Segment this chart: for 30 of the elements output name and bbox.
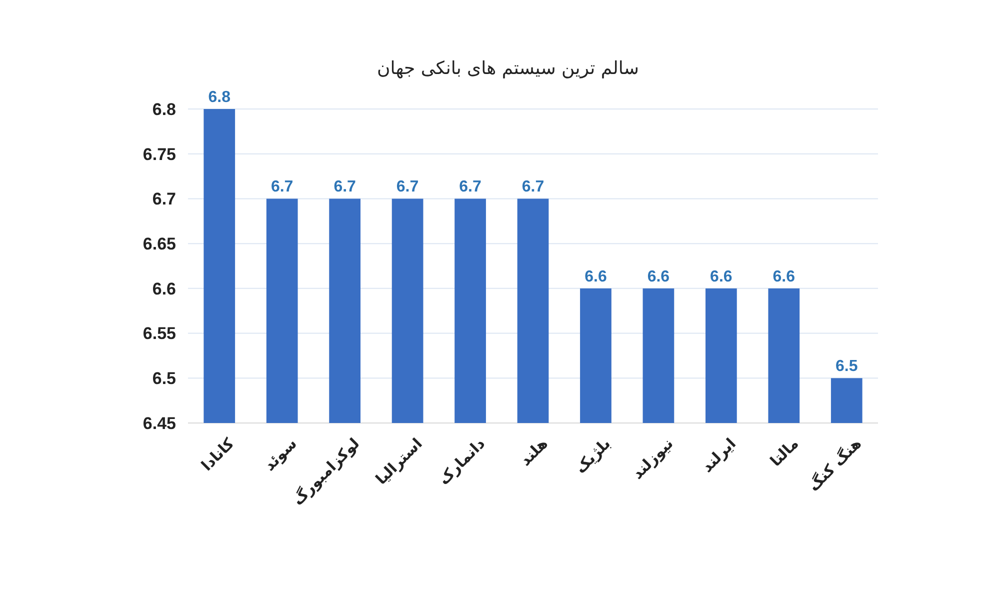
x-tick-label: کانادا bbox=[198, 434, 238, 474]
y-tick-label: 6.75 bbox=[142, 144, 176, 164]
data-label: 6.6 bbox=[584, 268, 607, 286]
x-tick-label: استرالیا bbox=[372, 434, 426, 488]
data-label: 6.7 bbox=[522, 178, 544, 196]
y-tick-label: 6.7 bbox=[152, 190, 176, 209]
y-tick-label: 6.6 bbox=[152, 279, 176, 298]
x-tick-label: هنگ کنگ bbox=[804, 434, 865, 495]
data-label: 6.7 bbox=[396, 178, 419, 196]
y-tick-label: 6.5 bbox=[152, 369, 176, 388]
chart-title: سالم ترین سیستم های بانکی جهان bbox=[377, 58, 639, 79]
data-label: 6.6 bbox=[647, 268, 670, 286]
x-tick-label: هلند bbox=[516, 434, 552, 470]
data-label: 6.7 bbox=[459, 178, 482, 196]
y-tick-label: 6.8 bbox=[152, 100, 176, 119]
x-tick-label: سوئد bbox=[260, 434, 300, 474]
data-label: 6.6 bbox=[710, 268, 732, 286]
x-tick-label: دانمارک bbox=[434, 434, 489, 488]
x-tick-label: مالتا bbox=[766, 434, 802, 470]
data-label: 6.7 bbox=[334, 178, 356, 196]
y-tick-label: 6.65 bbox=[142, 234, 176, 254]
data-label: 6.8 bbox=[208, 89, 231, 106]
y-tick-label: 6.55 bbox=[142, 324, 176, 344]
y-tick-label: 6.45 bbox=[142, 414, 176, 433]
data-label: 6.5 bbox=[836, 358, 858, 376]
data-label: 6.6 bbox=[772, 268, 796, 286]
x-tick-label: ایرلند bbox=[698, 434, 740, 476]
x-tick-label: نیوزلند bbox=[628, 434, 677, 483]
data-label: 6.7 bbox=[270, 178, 294, 196]
x-tick-label: بلژیک bbox=[572, 434, 614, 478]
